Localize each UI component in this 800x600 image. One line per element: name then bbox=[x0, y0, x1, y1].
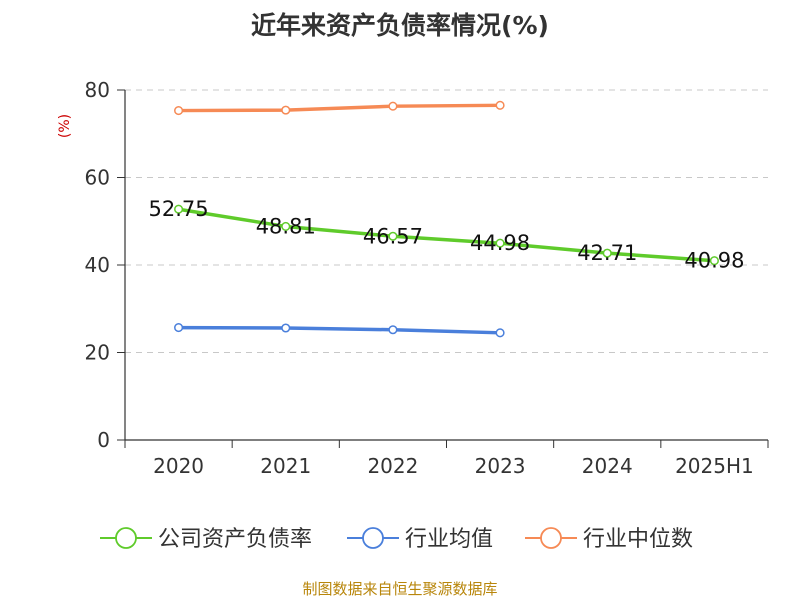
y-axis-unit: (%) bbox=[57, 114, 73, 138]
y-tick-label: 20 bbox=[85, 341, 110, 365]
x-tick-label: 2021 bbox=[260, 454, 311, 478]
data-point bbox=[388, 231, 398, 241]
data-label: 44.98 bbox=[470, 231, 530, 255]
y-tick-label: 0 bbox=[97, 428, 110, 452]
data-point bbox=[174, 323, 184, 333]
data-point bbox=[495, 238, 505, 248]
data-label: 52.75 bbox=[149, 197, 209, 221]
legend-marker bbox=[115, 527, 137, 549]
series-line bbox=[178, 103, 501, 113]
x-tick-label: 2023 bbox=[475, 454, 526, 478]
series-line bbox=[178, 325, 501, 335]
data-point bbox=[602, 248, 612, 258]
chart-title: 近年来资产负债率情况(%) bbox=[251, 11, 549, 40]
legend-item[interactable]: 行业中位数 bbox=[525, 527, 693, 552]
legend-label: 公司资产负债率 bbox=[158, 527, 312, 552]
legend-label: 行业均值 bbox=[405, 527, 493, 552]
legend[interactable]: 公司资产负债率 行业均值 行业中位数 bbox=[100, 527, 693, 552]
series-line bbox=[178, 207, 715, 263]
grid-lines bbox=[125, 89, 768, 353]
data-point bbox=[709, 256, 719, 266]
source-note: 制图数据来自恒生聚源数据库 bbox=[302, 580, 498, 598]
data-point bbox=[281, 105, 291, 115]
data-label: 48.81 bbox=[256, 214, 316, 238]
data-label: 46.57 bbox=[363, 224, 423, 248]
x-tick-label: 2024 bbox=[582, 454, 633, 478]
data-point bbox=[174, 204, 184, 214]
y-tick-label: 40 bbox=[85, 253, 110, 277]
legend-marker bbox=[362, 527, 384, 549]
y-tick-label: 60 bbox=[85, 166, 110, 190]
legend-item[interactable]: 行业均值 bbox=[347, 527, 493, 552]
data-point bbox=[174, 106, 184, 116]
y-tick-label: 80 bbox=[85, 78, 110, 102]
data-point bbox=[388, 325, 398, 335]
legend-marker bbox=[540, 527, 562, 549]
x-tick-label: 2025H1 bbox=[675, 454, 754, 478]
x-tick-label: 2020 bbox=[153, 454, 204, 478]
data-label: 42.71 bbox=[577, 241, 637, 265]
legend-label: 行业中位数 bbox=[583, 527, 693, 552]
series-lines bbox=[174, 100, 719, 338]
data-labels: 52.75 48.81 46.57 44.98 42.71 40.98 bbox=[149, 197, 745, 272]
data-point bbox=[495, 100, 505, 110]
data-label: 40.98 bbox=[684, 249, 744, 273]
data-point bbox=[281, 221, 291, 232]
data-point bbox=[388, 101, 398, 111]
data-point bbox=[281, 323, 291, 333]
x-tick-label: 2022 bbox=[367, 454, 418, 478]
axes: 0 20 40 60 80 2020 2021 2022 2023 2024 2025H1 (%) bbox=[57, 78, 769, 478]
data-point bbox=[495, 328, 505, 338]
legend-item[interactable]: 公司资产负债率 bbox=[100, 527, 312, 552]
